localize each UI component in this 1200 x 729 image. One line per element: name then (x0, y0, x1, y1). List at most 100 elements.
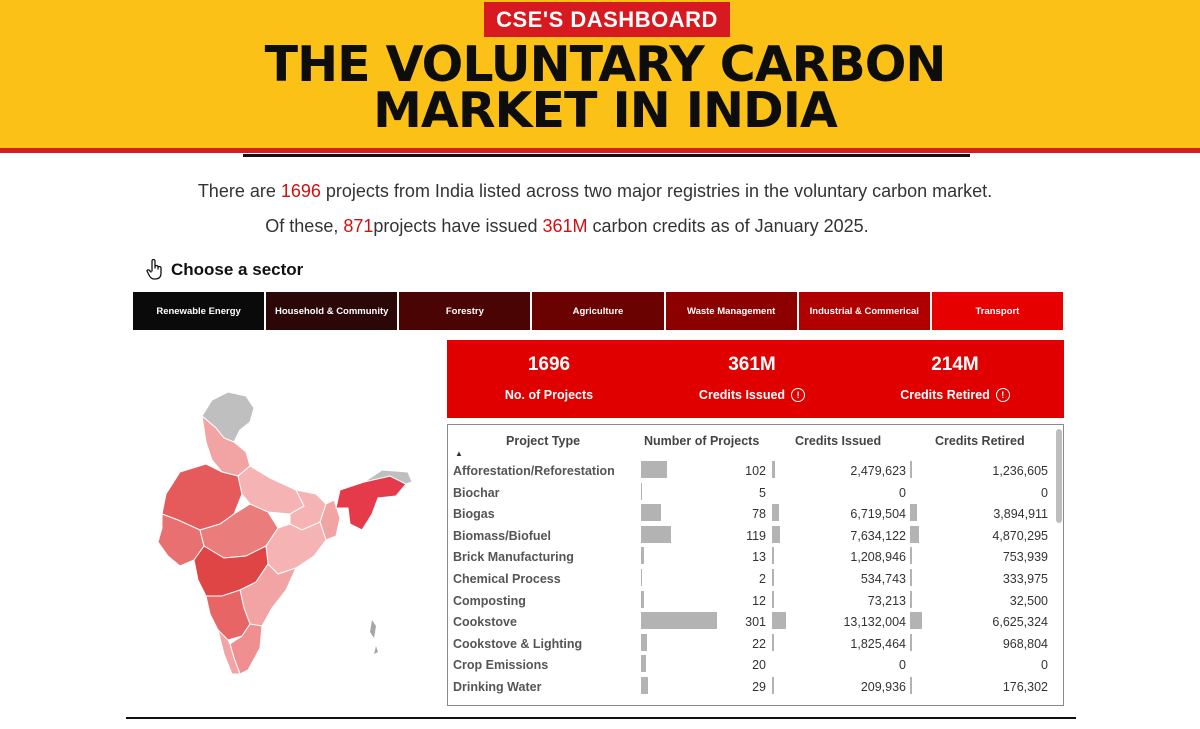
pointer-hand-icon (146, 259, 162, 280)
kpi-credits-issued: 361M Credits Issued! (662, 354, 842, 402)
projects-value: 119 (746, 528, 766, 543)
table-scrollbar-thumb[interactable] (1056, 429, 1062, 523)
project-type-cell: Cookstove & Lighting (453, 636, 583, 651)
sector-tab-label: Agriculture (572, 305, 624, 317)
info-icon[interactable]: ! (791, 388, 806, 402)
issued-bar (772, 612, 786, 630)
sector-tab-forestry[interactable]: Forestry (399, 292, 531, 330)
intro-line-1: There are 1696 projects from India liste… (0, 181, 1190, 202)
projects-bar (641, 590, 645, 608)
issued-value: 0 (899, 658, 906, 673)
table-row[interactable]: Drinking Water 29 209,936 176,302 (448, 677, 1048, 698)
retired-bar (910, 525, 919, 543)
sector-tab-label: Renewable Energy (156, 305, 241, 317)
choose-sector-heading: Choose a sector (145, 259, 303, 281)
retired-bar (910, 633, 912, 651)
table-row[interactable]: Chemical Process 2 534,743 333,975 (448, 569, 1048, 590)
intro-issuing-count: 871 (343, 216, 374, 236)
sector-tab-agriculture[interactable]: Agriculture (532, 292, 664, 330)
kpi-value: 214M (931, 354, 979, 375)
projects-bar (641, 569, 642, 586)
projects-bar (641, 504, 661, 522)
issued-bar (772, 547, 774, 565)
table-scrollbar[interactable] (1056, 427, 1062, 701)
projects-bar (641, 525, 672, 543)
retired-bar (910, 547, 912, 565)
retired-value: 0 (1041, 658, 1048, 673)
projects-bar (641, 655, 647, 673)
sector-tab-transport[interactable]: Transport (931, 292, 1063, 330)
projects-value: 5 (759, 485, 766, 500)
sector-tab-industrial-commerical[interactable]: Industrial & Commerical (798, 292, 930, 330)
issued-value: 6,719,504 (850, 507, 906, 522)
map-region-gujarat[interactable] (157, 513, 205, 567)
retired-bar (910, 504, 918, 522)
table-row[interactable]: Afforestation/Reforestation 102 2,479,623 1… (448, 461, 1048, 482)
intro-project-count: 1696 (280, 181, 321, 201)
kpi-label: Credits Issued (698, 388, 786, 402)
projects-value: 2 (759, 572, 766, 586)
sort-ascending-icon[interactable]: ▲ (455, 449, 463, 458)
table-row[interactable]: Biomass/Biofuel 119 7,634,122 4,870,295 (448, 525, 1048, 547)
projects-value: 22 (752, 636, 766, 651)
sector-tab-label: Forestry (445, 305, 484, 317)
projects-bar (641, 461, 667, 478)
projects-value: 301 (745, 615, 766, 630)
column-header-number-of-projects[interactable]: Number of Projects (644, 434, 760, 448)
intro-text: projects have issued (373, 216, 543, 236)
retired-value: 753,939 (1002, 550, 1048, 565)
table-row[interactable]: Composting 12 73,213 32,500 (448, 590, 1048, 612)
table-row[interactable]: Brick Manufacturing 13 1,208,946 753,939 (448, 547, 1048, 568)
issued-value: 2,479,623 (850, 464, 906, 478)
table-row[interactable]: Crop Emissions 20 0 0 (448, 655, 1048, 676)
table-row[interactable]: Cookstove & Lighting 22 1,825,464 968,804 (448, 633, 1048, 655)
projects-value: 78 (752, 507, 766, 522)
issued-bar (772, 569, 774, 586)
projects-bar (641, 612, 717, 630)
map-region-kerala[interactable] (217, 628, 241, 675)
projects-bar (641, 677, 649, 694)
sector-tab-household-community[interactable]: Household & Community (266, 292, 398, 330)
project-type-cell: Brick Manufacturing (453, 550, 574, 565)
sector-tab-label: Transport (975, 305, 1020, 317)
sector-tab-waste-management[interactable]: Waste Management (665, 292, 797, 330)
kpi-panel: 1696 No. of Projects 361M Credits Issued! 21… (447, 340, 1064, 418)
issued-value: 13,132,004 (843, 615, 906, 630)
kpi-label-row: Credits Issued! (662, 388, 842, 402)
intro-text: listed across two major registries in th… (473, 181, 993, 201)
column-header-credits-issued[interactable]: Credits Issued (795, 434, 882, 448)
sector-tabs: Renewable Energy Household & Community For… (133, 292, 1063, 330)
info-icon[interactable]: ! (995, 388, 1010, 402)
issued-value: 0 (899, 485, 906, 500)
sector-tab-label: Household & Community (274, 305, 389, 317)
column-header-project-type[interactable]: Project Type (506, 434, 581, 448)
table-row[interactable]: Cookstove 301 13,132,004 6,625,324 (448, 612, 1048, 633)
dashboard-badge: CSE'S DASHBOARD (484, 2, 730, 37)
kpi-value: 1696 (527, 354, 571, 375)
map-region-islands (370, 620, 378, 654)
project-type-cell: Biomass/Biofuel (453, 528, 551, 543)
projects-bar (641, 547, 645, 565)
column-header-credits-retired[interactable]: Credits Retired (935, 434, 1025, 448)
intro-credits-count: 361M (542, 216, 588, 236)
projects-value: 102 (745, 464, 766, 478)
issued-bar (772, 677, 774, 694)
sector-tab-renewable-energy[interactable]: Renewable Energy (133, 292, 265, 330)
table-row[interactable]: Biochar 5 0 0 (448, 482, 1048, 504)
issued-bar (772, 525, 781, 543)
intro-text: projects from India (320, 181, 474, 201)
issued-value: 209,936 (860, 680, 906, 694)
issued-value: 1,825,464 (850, 636, 906, 651)
banner-red-line (0, 148, 1200, 153)
title-line-1: THE VOLUNTARY CARBON (264, 36, 947, 93)
project-type-cell: Biochar (453, 485, 500, 500)
retired-value: 1,236,605 (992, 464, 1048, 478)
table-row[interactable]: Biogas 78 6,719,504 3,894,911 (448, 504, 1048, 525)
retired-bar (910, 590, 912, 608)
map-region-northeast[interactable] (335, 475, 407, 531)
issued-value: 1,208,946 (850, 550, 906, 565)
retired-value: 176,302 (1002, 680, 1048, 694)
kpi-label: Credits Retired (900, 388, 990, 402)
kpi-credits-retired: 214M Credits Retired! (865, 354, 1045, 402)
map-region-arunachal[interactable] (363, 469, 413, 485)
